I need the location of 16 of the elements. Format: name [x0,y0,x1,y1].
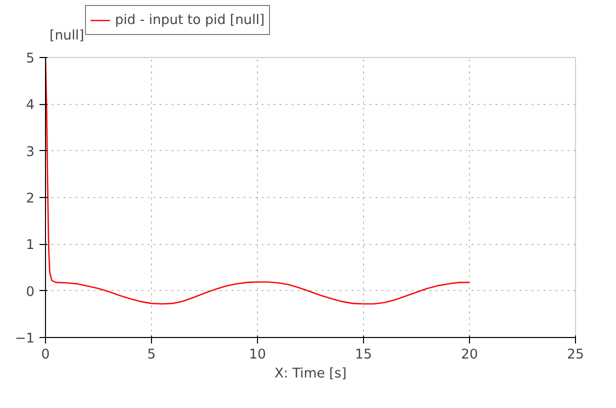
x-tick-label: 10 [249,348,266,362]
x-tick-label: 20 [461,348,478,362]
x-axis-title: X: Time [s] [274,366,347,382]
legend-label: pid - input to pid [null] [115,12,265,28]
x-tick-label: 0 [41,348,50,362]
y-tick-label: 1 [26,238,35,254]
x-tick-label: 5 [147,348,156,362]
y-axis-title: [null] [50,28,84,44]
y-tick-label: 3 [26,144,35,160]
x-tick-label: 25 [567,348,584,362]
x-tick-label: 15 [355,348,372,362]
y-tick-label: 5 [26,52,35,66]
y-tick-label: 2 [26,192,35,206]
y-tick-label: 4 [26,98,35,114]
y-tick-label: 0 [26,284,35,300]
y-tick-label: −1 [14,332,35,346]
